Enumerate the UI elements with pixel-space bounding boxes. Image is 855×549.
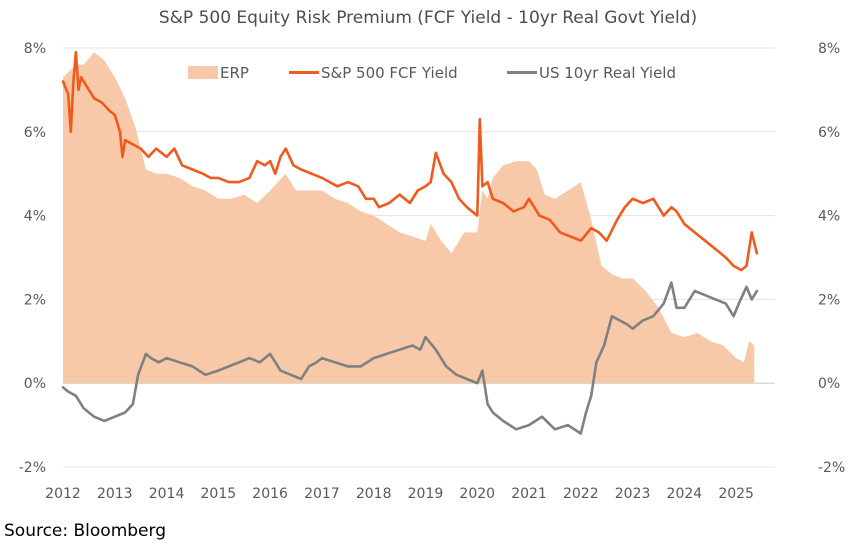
x-tick-label: 2018 [356, 486, 392, 502]
x-tick-label: 2024 [667, 486, 703, 502]
y-tick-label-left: 2% [24, 292, 46, 308]
x-tick-label: 2017 [304, 486, 340, 502]
x-tick-label: 2020 [459, 486, 495, 502]
x-tick-label: 2014 [149, 486, 185, 502]
x-tick-label: 2015 [201, 486, 237, 502]
y-tick-label-left: 4% [24, 209, 46, 225]
x-tick-label: 2012 [45, 486, 81, 502]
y-tick-label-left: 8% [24, 41, 46, 57]
series-area-erp [63, 52, 755, 384]
chart-title: S&P 500 Equity Risk Premium (FCF Yield -… [159, 8, 697, 28]
x-tick-label: 2019 [408, 486, 444, 502]
series-line-fcf-yield [61, 50, 759, 272]
line-layer [61, 50, 759, 435]
series-line-real-yield [61, 281, 759, 435]
axis-layer: 8% 8% 6% 6% 4% 4% 2% 2% 0% 0% -2% -2% 2012 2013 2014 20… [19, 41, 846, 502]
legend-label: S&P 500 FCF Yield [321, 64, 458, 82]
x-tick-label: 2023 [615, 486, 651, 502]
chart: S&P 500 Equity Risk Premium (FCF Yield -… [19, 8, 846, 502]
y-tick-label-right: -2% [818, 460, 845, 476]
y-tick-label-right: 4% [818, 209, 840, 225]
area-layer [63, 52, 755, 384]
legend: ERP S&P 500 FCF Yield US 10yr Real Yield [188, 64, 676, 82]
source-note: Source: Bloomberg [4, 521, 166, 541]
y-tick-label-right: 6% [818, 125, 840, 141]
x-tick-label: 2013 [97, 486, 133, 502]
y-tick-label-right: 8% [818, 41, 840, 57]
y-tick-label-left: 6% [24, 125, 46, 141]
legend-label: ERP [220, 64, 249, 82]
legend-swatch-erp [188, 66, 218, 79]
y-tick-label-right: 2% [818, 292, 840, 308]
y-tick-label-left: -2% [19, 460, 46, 476]
legend-label: US 10yr Real Yield [539, 64, 676, 82]
y-tick-label-left: 0% [24, 376, 46, 392]
x-tick-label: 2021 [511, 486, 547, 502]
x-tick-label: 2016 [252, 486, 288, 502]
x-tick-label: 2022 [563, 486, 599, 502]
y-tick-label-right: 0% [818, 376, 840, 392]
x-tick-label: 2025 [718, 486, 754, 502]
